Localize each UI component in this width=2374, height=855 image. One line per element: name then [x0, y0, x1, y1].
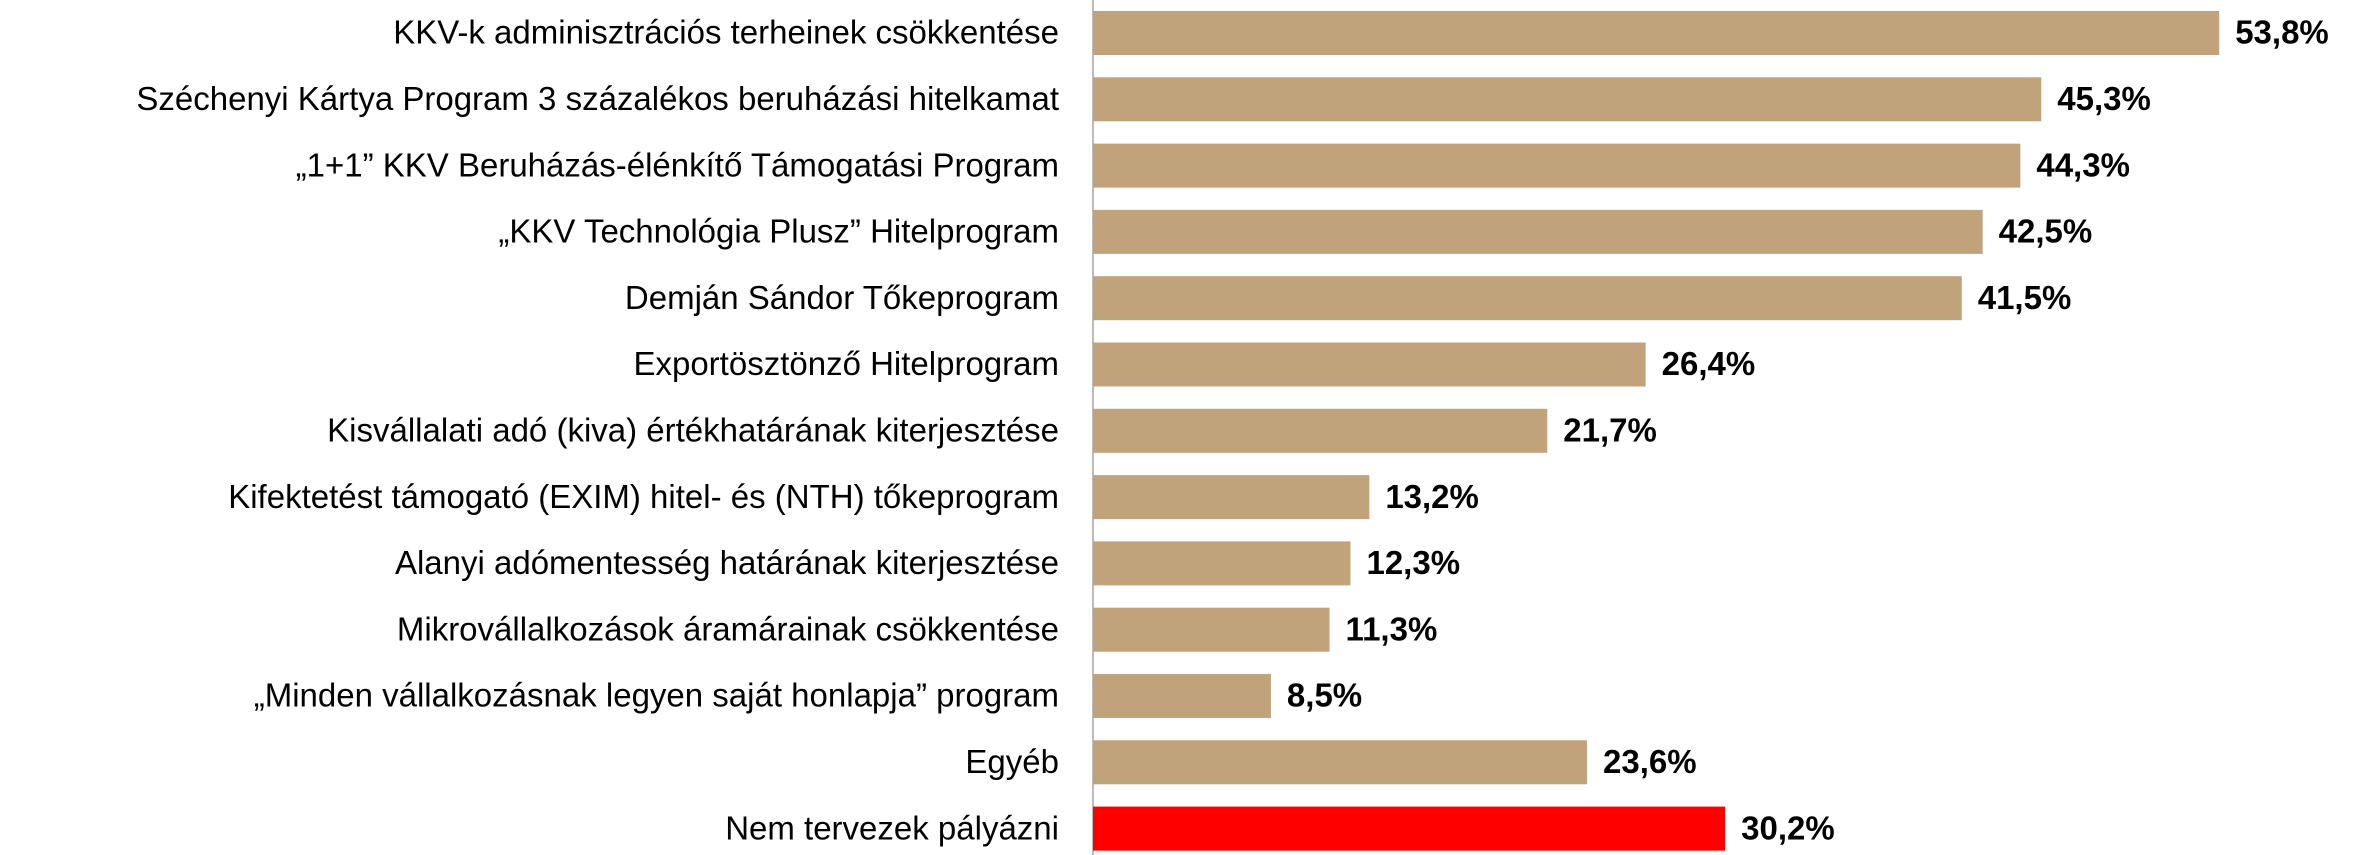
value-label: 11,3%: [1346, 610, 1438, 647]
value-label: 12,3%: [1366, 544, 1460, 581]
category-label: „Minden vállalkozásnak legyen saját honl…: [254, 677, 1059, 714]
bar: [1093, 740, 1588, 785]
bar: [1093, 342, 1646, 387]
value-label: 8,5%: [1287, 677, 1362, 714]
bar: [1093, 607, 1330, 652]
category-label: Mikrovállalkozások áramárainak csökkenté…: [397, 610, 1059, 647]
bar: [1093, 276, 1962, 321]
value-label: 26,4%: [1662, 345, 1756, 382]
value-label: 44,3%: [2036, 146, 2130, 183]
category-label: „KKV Technológia Plusz” Hitelprogram: [498, 213, 1059, 250]
value-label: 30,2%: [1741, 809, 1835, 846]
value-label: 42,5%: [1999, 213, 2093, 250]
category-label: Nem tervezek pályázni: [725, 809, 1059, 846]
category-label: „1+1” KKV Beruházás-élénkítő Támogatási …: [296, 146, 1059, 183]
category-label: Kisvállalati adó (kiva) értékhatárának k…: [327, 412, 1059, 449]
bar: [1093, 475, 1370, 520]
bar: [1093, 143, 2021, 188]
value-label: 23,6%: [1603, 743, 1697, 780]
value-label: 53,8%: [2235, 14, 2329, 51]
value-label: 41,5%: [1978, 279, 2072, 316]
bar: [1093, 541, 1351, 586]
category-label: KKV-k adminisztrációs terheinek csökkent…: [393, 14, 1059, 51]
value-label: 21,7%: [1563, 412, 1657, 449]
category-label: Demján Sándor Tőkeprogram: [625, 279, 1059, 316]
value-label: 45,3%: [2057, 80, 2151, 117]
category-label: Egyéb: [965, 743, 1059, 780]
category-label: Exportösztönző Hitelprogram: [633, 345, 1059, 382]
category-label: Széchenyi Kártya Program 3 százalékos be…: [136, 80, 1059, 117]
category-label: Alanyi adómentesség határának kiterjeszt…: [395, 544, 1059, 581]
value-label: 13,2%: [1385, 478, 1479, 515]
bar: [1093, 674, 1271, 718]
bar: [1093, 806, 1726, 851]
bar: [1093, 11, 2220, 55]
bar: [1093, 77, 2042, 122]
bar: [1093, 209, 1983, 254]
bar: [1093, 408, 1548, 453]
category-label: Kifektetést támogató (EXIM) hitel- és (N…: [228, 478, 1059, 515]
